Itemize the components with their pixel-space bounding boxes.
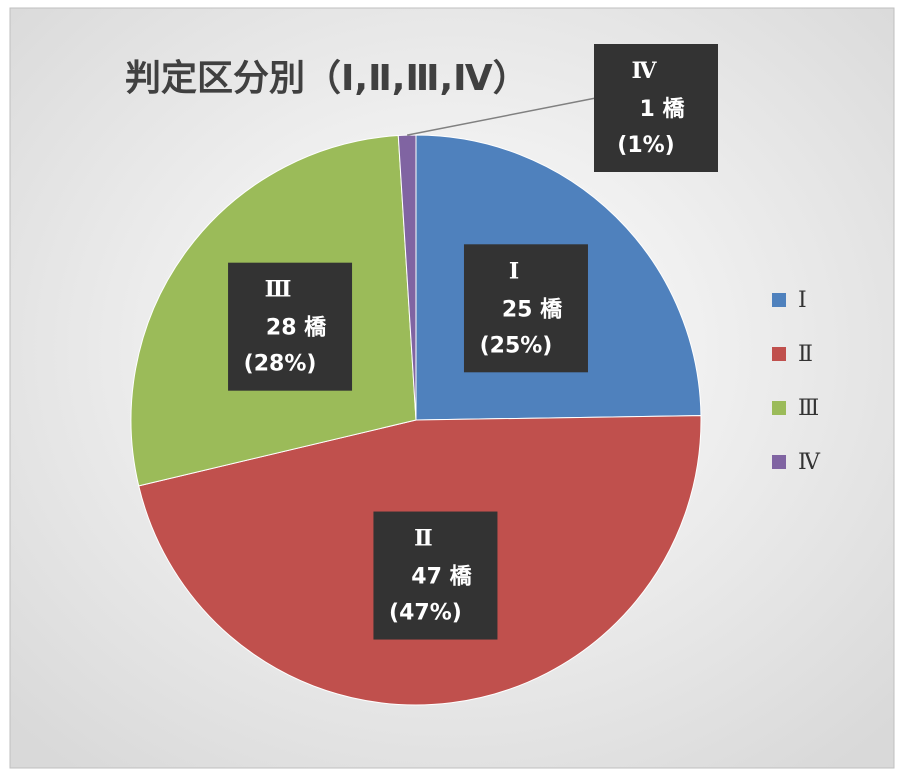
data-label-percent: (28%) (244, 352, 317, 377)
legend-swatch (772, 347, 786, 361)
leader-line (406, 95, 607, 136)
chart-title: 判定区分別（Ⅰ,Ⅱ,Ⅲ,Ⅳ） (125, 58, 529, 99)
data-label-box (373, 511, 498, 640)
legend-swatch (772, 401, 786, 415)
data-label-box (228, 262, 353, 391)
data-label-category: Ⅰ (509, 258, 519, 284)
data-label-category: Ⅱ (414, 526, 433, 552)
data-label-value: 28 橋 (266, 316, 327, 341)
legend-label: Ⅰ (798, 288, 807, 313)
data-label-percent: (47%) (389, 601, 462, 626)
legend-label: Ⅲ (798, 396, 819, 421)
legend-swatch (772, 293, 786, 307)
data-label-value: 47 橋 (411, 565, 472, 590)
data-label-value: 1 橋 (640, 97, 686, 122)
data-label-percent: (1%) (617, 133, 674, 158)
data-label-value: 25 橋 (502, 297, 563, 322)
legend-swatch (772, 455, 786, 469)
data-label-category: Ⅲ (265, 277, 292, 303)
data-label-box (594, 44, 718, 172)
legend-label: Ⅳ (798, 450, 821, 475)
legend-label: Ⅱ (798, 342, 813, 367)
data-label-percent: (25%) (480, 333, 553, 358)
data-label-category: Ⅳ (632, 58, 658, 84)
data-label-box (463, 244, 588, 373)
